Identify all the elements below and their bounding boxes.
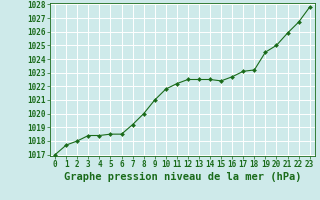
X-axis label: Graphe pression niveau de la mer (hPa): Graphe pression niveau de la mer (hPa) bbox=[64, 172, 301, 182]
